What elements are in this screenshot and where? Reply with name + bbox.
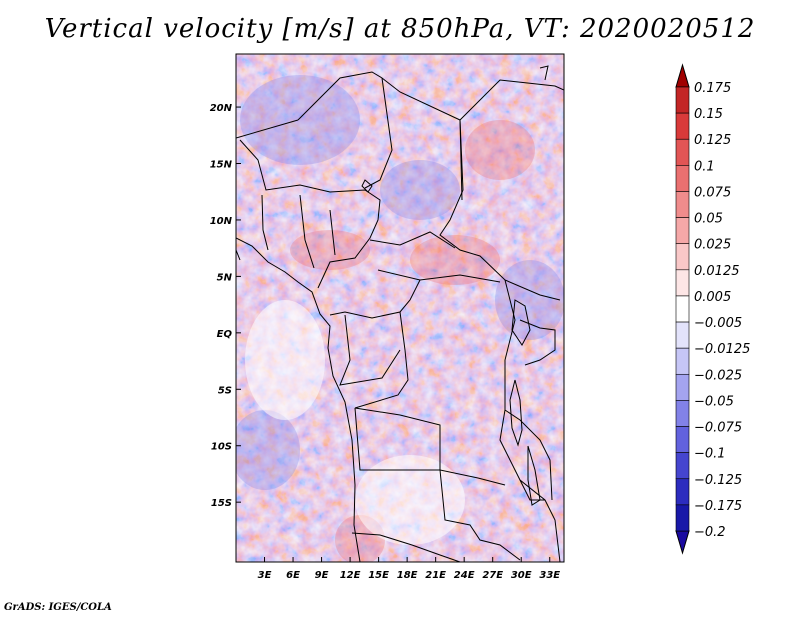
colorbar-label: 0.075 — [694, 185, 731, 200]
colorbar: 0.175 0.15 0.125 0.1 0.075 0.05 0.025 0.0125 0.0… — [675, 63, 750, 555]
longitude-axis: 3E 6E 9E 12E 15E 18E 21E 24E 27E 30E 33E — [258, 557, 560, 581]
map-frame — [235, 53, 565, 563]
colorbar-segment — [675, 243, 690, 271]
colorbar-label: 0.125 — [694, 133, 731, 148]
lat-tick-label: 20N — [210, 103, 233, 114]
colorbar-segment — [675, 138, 690, 166]
colorbar-segment — [675, 191, 690, 218]
colorbar-segment — [675, 217, 690, 245]
rising-region — [290, 120, 535, 562]
colorbar-segment — [675, 452, 690, 480]
lon-tick-label: 3E — [258, 570, 272, 581]
colorbar-label: 0.175 — [694, 81, 731, 96]
colorbar-label: 0.005 — [694, 290, 731, 305]
colorbar-label: 0.025 — [694, 238, 731, 253]
colorbar-label: −0.1 — [694, 447, 726, 462]
colorbar-segment — [675, 112, 690, 140]
lon-tick-label: 24E — [454, 570, 475, 581]
lat-tick-label: 10N — [210, 216, 233, 227]
colorbar-label: −0.0125 — [694, 342, 750, 357]
calm-region — [245, 300, 465, 545]
colorbar-segment — [675, 86, 690, 114]
lat-tick-label: 15S — [211, 498, 232, 509]
lat-tick-label: 5S — [218, 385, 232, 396]
lon-tick-label: 33E — [539, 570, 560, 581]
map-title: Vertical velocity [m/s] at 850hPa, VT: 2… — [44, 14, 756, 44]
lon-tick-label: 15E — [368, 570, 389, 581]
colorbar-segment — [675, 478, 690, 506]
colorbar-label: 0.0125 — [694, 264, 740, 279]
latitude-axis: 20N 15N 10N 5N EQ 5S 10S 15S — [210, 103, 241, 509]
lon-tick-label: 12E — [340, 570, 361, 581]
colorbar-label: −0.175 — [694, 499, 742, 514]
lon-tick-label: 9E — [315, 570, 329, 581]
lon-tick-label: 18E — [397, 570, 418, 581]
lat-tick-label: 15N — [210, 160, 233, 171]
grads-credit: GrADS: IGES/COLA — [4, 602, 112, 613]
map-panel — [235, 53, 565, 563]
lon-tick-label: 21E — [425, 570, 446, 581]
colorbar-label: −0.125 — [694, 473, 742, 488]
colorbar-segment — [675, 165, 690, 192]
colorbar-segment — [675, 504, 690, 532]
colorbar-label: −0.05 — [694, 394, 734, 409]
colorbar-segment — [675, 295, 690, 323]
sinking-region — [236, 75, 564, 490]
lat-tick-label: EQ — [217, 329, 233, 340]
colorbar-segment — [675, 347, 690, 375]
colorbar-segment — [675, 321, 690, 349]
colorbar-segment — [675, 269, 690, 297]
colorbar-label: 0.15 — [694, 107, 723, 122]
colorbar-label: −0.025 — [694, 368, 742, 383]
colorbar-label: −0.075 — [694, 421, 742, 436]
lakes — [361, 179, 541, 506]
colorbar-label: −0.005 — [694, 316, 742, 331]
lat-tick-label: 10S — [211, 442, 232, 453]
colorbar-label: 0.1 — [694, 159, 715, 174]
lon-tick-label: 27E — [482, 570, 503, 581]
country-borders — [236, 65, 564, 562]
colorbar-segment — [675, 426, 690, 453]
lon-tick-label: 6E — [286, 570, 300, 581]
colorbar-bottom-arrow — [675, 530, 690, 555]
lon-tick-label: 30E — [511, 570, 532, 581]
colorbar-label: −0.2 — [694, 525, 726, 540]
colorbar-segment — [675, 400, 690, 427]
colorbar-top-arrow — [675, 63, 690, 88]
lat-tick-label: 5N — [217, 272, 233, 283]
colorbar-segment — [675, 373, 690, 401]
colorbar-label: 0.05 — [694, 212, 723, 227]
